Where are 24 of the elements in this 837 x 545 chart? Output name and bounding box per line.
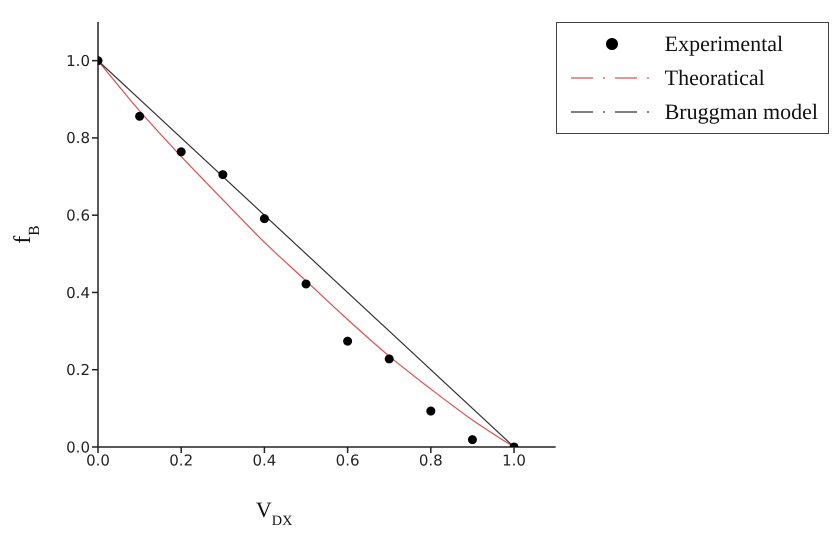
x-tick-label: 1.0 <box>502 452 526 470</box>
point <box>218 170 228 180</box>
point <box>260 214 269 224</box>
y-tick-label: 0.2 <box>66 361 90 380</box>
point <box>343 336 352 346</box>
x-tick-label: 0.6 <box>336 452 360 470</box>
x-tick-label: 0.0 <box>86 452 110 470</box>
legend-label: Bruggman model <box>664 99 818 125</box>
legend-label: Experimental <box>664 31 784 57</box>
point <box>301 279 311 288</box>
x-axis-title: V$_{DX}$ <box>256 497 294 529</box>
point <box>468 435 477 444</box>
y-tick-label: 0.8 <box>66 129 90 148</box>
legend-label: Theoratical <box>664 65 765 91</box>
y-tick-label: 0.6 <box>66 206 90 225</box>
point <box>384 354 394 364</box>
y-tick-label: 0.4 <box>66 284 90 302</box>
x-tick-label: 0.2 <box>169 452 194 470</box>
point <box>426 406 436 416</box>
y-tick-label: 1.0 <box>66 52 90 70</box>
point <box>135 112 144 121</box>
x-tick-label: 0.8 <box>418 452 443 470</box>
point <box>176 147 186 156</box>
x-tick-label: 0.4 <box>252 452 276 470</box>
